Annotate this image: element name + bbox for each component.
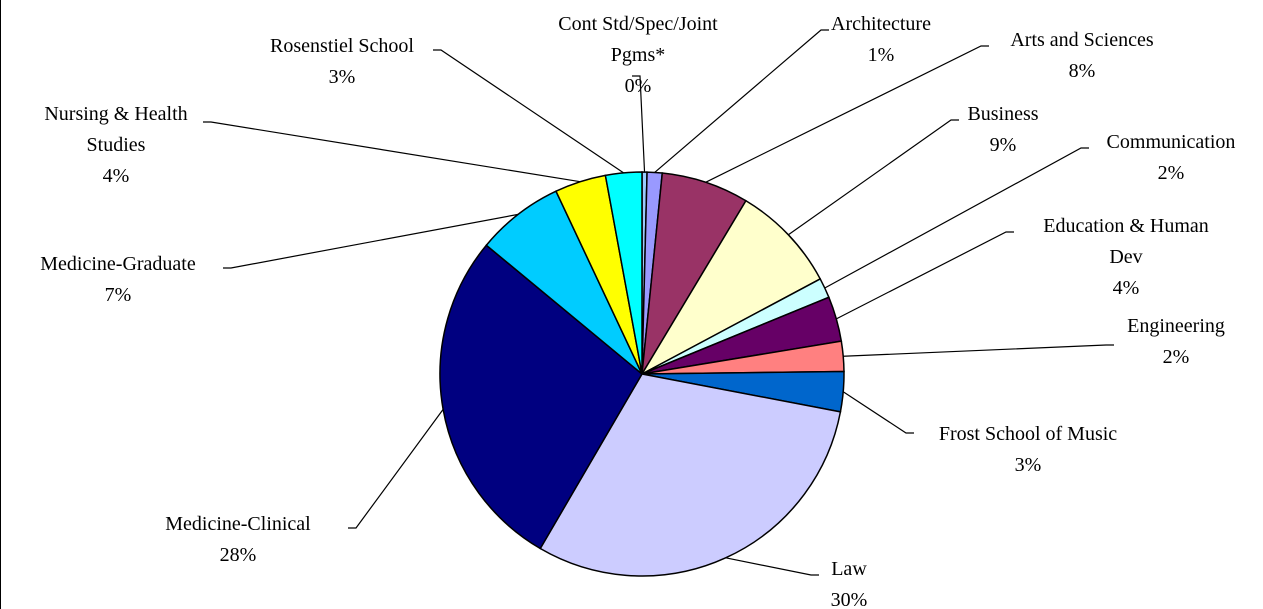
slice-percent: 1% [868,44,895,66]
slice-label-education-human-dev: Education & Human Dev 4% [1043,215,1209,299]
slice-percent: 2% [1158,162,1185,184]
pie-slice-law [539,373,842,577]
slice-name-line: Nursing & Health [44,103,187,125]
pie-slice-business [639,199,822,376]
leader-line-education-human-dev [836,231,1014,320]
slice-label-arts-and-sciences: Arts and Sciences 8% [1010,29,1154,82]
slice-name-line: Medicine-Clinical [165,513,311,535]
slice-percent: 9% [990,134,1017,156]
slice-percent: 8% [1069,60,1096,82]
leader-line-law [725,557,819,576]
slice-name-line: Business [967,103,1038,125]
slice-name-line: Communication [1107,131,1236,153]
slice-name-line: Dev [1109,246,1142,268]
slice-name-line: Cont Std/Spec/Joint [558,13,718,35]
slice-percent: 0% [625,75,652,97]
slice-name-line: Frost School of Music [939,423,1117,445]
slice-label-communication: Communication 2% [1107,131,1236,184]
slice-label-architecture: Architecture 1% [831,13,931,66]
leader-line-frost-school-of-music [842,391,914,434]
slice-label-rosenstiel-school: Rosenstiel School 3% [270,35,414,88]
leader-line-rosenstiel-school [433,49,624,174]
leader-lines [203,29,1114,576]
slice-label-law: Law 30% [831,558,868,609]
slice-percent: 28% [220,544,257,566]
slice-label-engineering: Engineering 2% [1127,315,1225,368]
slice-percent: 4% [103,165,130,187]
leader-line-engineering [843,344,1114,357]
leader-line-arts-and-sciences [705,45,989,183]
pie-slices [439,171,845,577]
leader-line-medicine-graduate [223,213,519,269]
slice-percent: 2% [1163,346,1190,368]
slice-name-line: Studies [87,134,146,156]
leader-line-architecture [654,29,829,173]
slice-name-line: Architecture [831,13,931,35]
leader-line-nursing-health-studies [203,121,581,183]
slice-name-line: Engineering [1127,315,1225,337]
slice-percent: 4% [1113,277,1140,299]
slice-percent: 30% [831,589,868,609]
slice-name-line: Rosenstiel School [270,35,414,57]
pie-slice-rosenstiel-school [604,171,643,375]
slice-label-medicine-graduate: Medicine-Graduate 7% [40,253,196,306]
slice-percent: 3% [329,66,356,88]
slice-name-line: Education & Human [1043,215,1209,237]
leader-line-medicine-clinical [348,408,444,529]
slice-name-line: Arts and Sciences [1010,29,1154,51]
leader-line-cont-std-spec-joint-pgms [632,75,646,173]
leader-line-business [788,119,959,236]
leader-line-communication [824,147,1089,289]
slice-labels: Cont Std/Spec/Joint Pgms* 0% Architecture 1%… [40,13,1235,609]
slice-label-medicine-clinical: Medicine-Clinical 28% [165,513,311,566]
slice-name-line: Medicine-Graduate [40,253,196,275]
slice-label-frost-school-of-music: Frost School of Music 3% [939,423,1117,476]
slice-percent: 7% [105,284,132,306]
slice-name-line: Law [831,558,867,580]
pie-slice-medicine-clinical [439,244,643,550]
slice-label-nursing-health-studies: Nursing & Health Studies 4% [44,103,187,187]
slice-percent: 3% [1015,454,1042,476]
slice-label-cont-std-spec-joint-pgms: Cont Std/Spec/Joint Pgms* 0% [558,13,718,97]
slice-name-line: Pgms* [611,44,665,66]
slice-label-business: Business 9% [967,103,1038,156]
